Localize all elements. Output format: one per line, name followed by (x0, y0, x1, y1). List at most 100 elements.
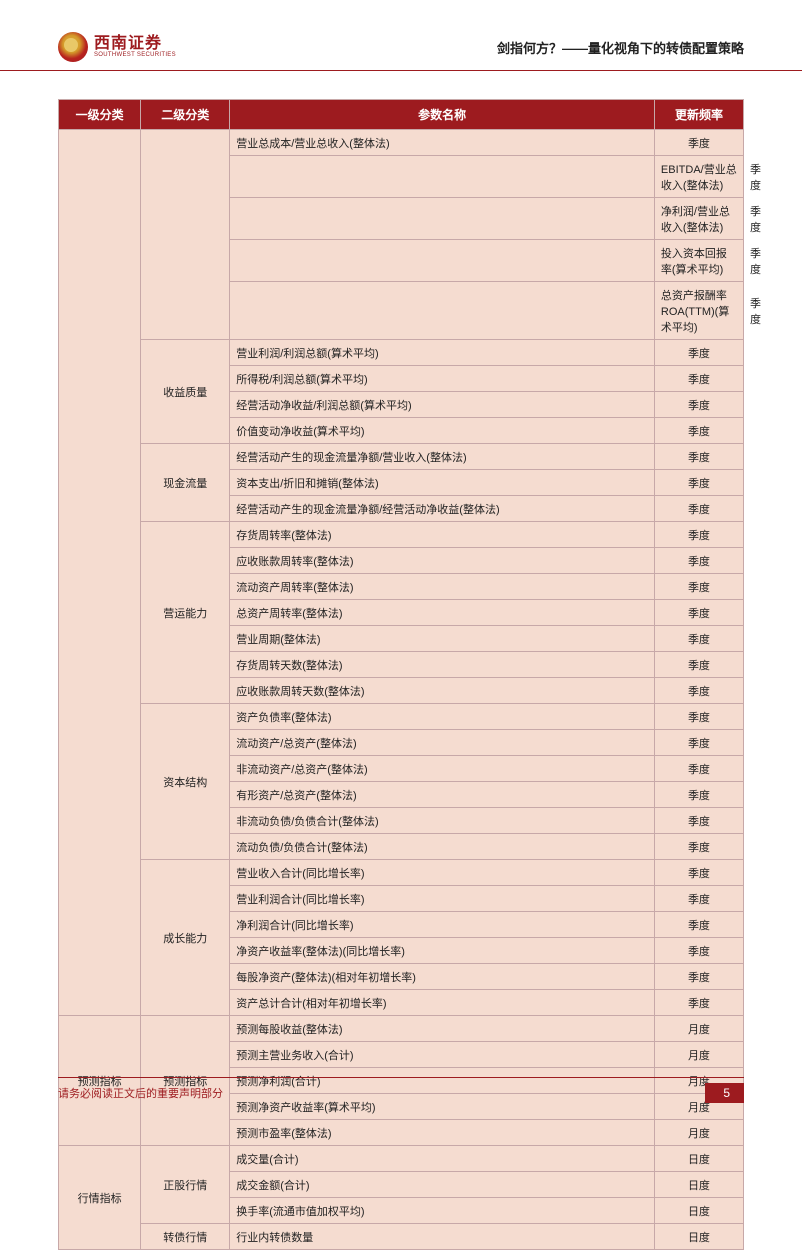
page-header: 西南证券 SOUTHWEST SECURITIES 剑指何方？——量化视角下的转… (0, 0, 802, 71)
table-row: 营业总成本/营业总收入(整体法)季度 (59, 130, 744, 156)
cell-param: 营业收入合计(同比增长率) (230, 860, 655, 886)
cell-param: 净利润/营业总收入(整体法) (654, 198, 743, 240)
cell-freq: 季度 (654, 730, 743, 756)
cell-cat2: 预测指标 (141, 1016, 230, 1146)
document-title: 剑指何方？——量化视角下的转债配置策略 (497, 38, 744, 57)
cell-freq: 日度 (654, 1146, 743, 1172)
cell-param: 流动负债/负债合计(整体法) (230, 834, 655, 860)
cell-param: 营业周期(整体法) (230, 626, 655, 652)
cell-freq: 季度 (654, 418, 743, 444)
table-row: 预测指标预测指标预测每股收益(整体法)月度 (59, 1016, 744, 1042)
table-row: 行情指标正股行情成交量(合计)日度 (59, 1146, 744, 1172)
cell-param: 资本支出/折旧和摊销(整体法) (230, 470, 655, 496)
cell-freq: 季度 (654, 496, 743, 522)
cell-freq: 季度 (654, 808, 743, 834)
cell-param: 营业利润/利润总额(算术平均) (230, 340, 655, 366)
cell-cat1: 预测指标 (59, 1016, 141, 1146)
cell-param: 流动资产周转率(整体法) (230, 574, 655, 600)
logo-text: 西南证券 SOUTHWEST SECURITIES (94, 36, 176, 58)
logo-icon (58, 32, 88, 62)
cell-freq: 季度 (654, 130, 743, 156)
cell-param: 预测主营业务收入(合计) (230, 1042, 655, 1068)
cell-cat2: 收益质量 (141, 340, 230, 444)
cell-param: 成交金额(合计) (230, 1172, 655, 1198)
th-freq: 更新频率 (654, 100, 743, 130)
cell-freq: 季度 (654, 444, 743, 470)
th-category2: 二级分类 (141, 100, 230, 130)
th-param: 参数名称 (230, 100, 655, 130)
cell-freq: 季度 (654, 704, 743, 730)
footer-rule (58, 1077, 744, 1078)
cell-param: 净资产收益率(整体法)(同比增长率) (230, 938, 655, 964)
cell-cat2: 资本结构 (141, 704, 230, 860)
page-number: 5 (705, 1083, 744, 1103)
cell-cat2 (230, 282, 655, 340)
cell-param: 每股净资产(整体法)(相对年初增长率) (230, 964, 655, 990)
footer-text: 请务必阅读正文后的重要声明部分 (58, 1085, 223, 1101)
cell-param: 有形资产/总资产(整体法) (230, 782, 655, 808)
cell-param: 应收账款周转率(整体法) (230, 548, 655, 574)
cell-freq: 季度 (654, 366, 743, 392)
table-row: 成长能力营业收入合计(同比增长率)季度 (59, 860, 744, 886)
cell-freq: 日度 (654, 1198, 743, 1224)
cell-param: 净利润合计(同比增长率) (230, 912, 655, 938)
cell-param: 总资产周转率(整体法) (230, 600, 655, 626)
cell-param: 成交量(合计) (230, 1146, 655, 1172)
cell-param: 投入资本回报率(算术平均) (654, 240, 743, 282)
cell-param: 流动资产/总资产(整体法) (230, 730, 655, 756)
table-row: 营运能力存货周转率(整体法)季度 (59, 522, 744, 548)
cell-param: 存货周转天数(整体法) (230, 652, 655, 678)
cell-freq: 季度 (654, 470, 743, 496)
cell-param: 行业内转债数量 (230, 1224, 655, 1250)
table-row: 资本结构资产负债率(整体法)季度 (59, 704, 744, 730)
cell-param: 应收账款周转天数(整体法) (230, 678, 655, 704)
cell-cat2 (230, 198, 655, 240)
cell-param: 资产负债率(整体法) (230, 704, 655, 730)
cell-cat2: 营运能力 (141, 522, 230, 704)
cell-param: 非流动资产/总资产(整体法) (230, 756, 655, 782)
table-body: 营业总成本/营业总收入(整体法)季度EBITDA/营业总收入(整体法)季度净利润… (59, 130, 744, 1250)
cell-freq: 月度 (654, 1042, 743, 1068)
page-footer: 请务必阅读正文后的重要声明部分 5 (0, 1083, 802, 1103)
cell-freq: 季度 (654, 392, 743, 418)
cell-param: 总资产报酬率 ROA(TTM)(算术平均) (654, 282, 743, 340)
cell-freq: 季度 (654, 886, 743, 912)
cell-cat2 (230, 240, 655, 282)
cell-param: 换手率(流通市值加权平均) (230, 1198, 655, 1224)
cell-param: EBITDA/营业总收入(整体法) (654, 156, 743, 198)
cell-freq: 季度 (654, 600, 743, 626)
cell-freq: 季度 (654, 626, 743, 652)
cell-freq: 季度 (654, 938, 743, 964)
cell-cat2: 现金流量 (141, 444, 230, 522)
table-header-row: 一级分类 二级分类 参数名称 更新频率 (59, 100, 744, 130)
logo-en: SOUTHWEST SECURITIES (94, 52, 176, 58)
cell-param: 经营活动产生的现金流量净额/经营活动净收益(整体法) (230, 496, 655, 522)
cell-cat2: 成长能力 (141, 860, 230, 1016)
cell-freq: 季度 (654, 340, 743, 366)
table-row: 转债行情行业内转债数量日度 (59, 1224, 744, 1250)
cell-freq: 季度 (654, 678, 743, 704)
cell-freq: 季度 (654, 860, 743, 886)
table-row: 收益质量营业利润/利润总额(算术平均)季度 (59, 340, 744, 366)
cell-freq: 季度 (654, 756, 743, 782)
cell-cat1 (59, 130, 141, 1016)
cell-freq: 月度 (654, 1016, 743, 1042)
cell-freq: 日度 (654, 1172, 743, 1198)
cell-freq: 季度 (654, 834, 743, 860)
cell-cat1: 行情指标 (59, 1146, 141, 1250)
cell-freq: 季度 (654, 912, 743, 938)
cell-param: 非流动负债/负债合计(整体法) (230, 808, 655, 834)
cell-cat2 (230, 156, 655, 198)
cell-cat2 (141, 130, 230, 340)
logo-cn: 西南证券 (94, 36, 176, 52)
cell-freq: 季度 (654, 652, 743, 678)
cell-freq: 季度 (654, 964, 743, 990)
cell-freq: 季度 (654, 990, 743, 1016)
th-category1: 一级分类 (59, 100, 141, 130)
cell-param: 营业利润合计(同比增长率) (230, 886, 655, 912)
cell-param: 预测每股收益(整体法) (230, 1016, 655, 1042)
cell-freq: 季度 (654, 782, 743, 808)
cell-param: 价值变动净收益(算术平均) (230, 418, 655, 444)
cell-cat2: 转债行情 (141, 1224, 230, 1250)
cell-freq: 季度 (654, 574, 743, 600)
